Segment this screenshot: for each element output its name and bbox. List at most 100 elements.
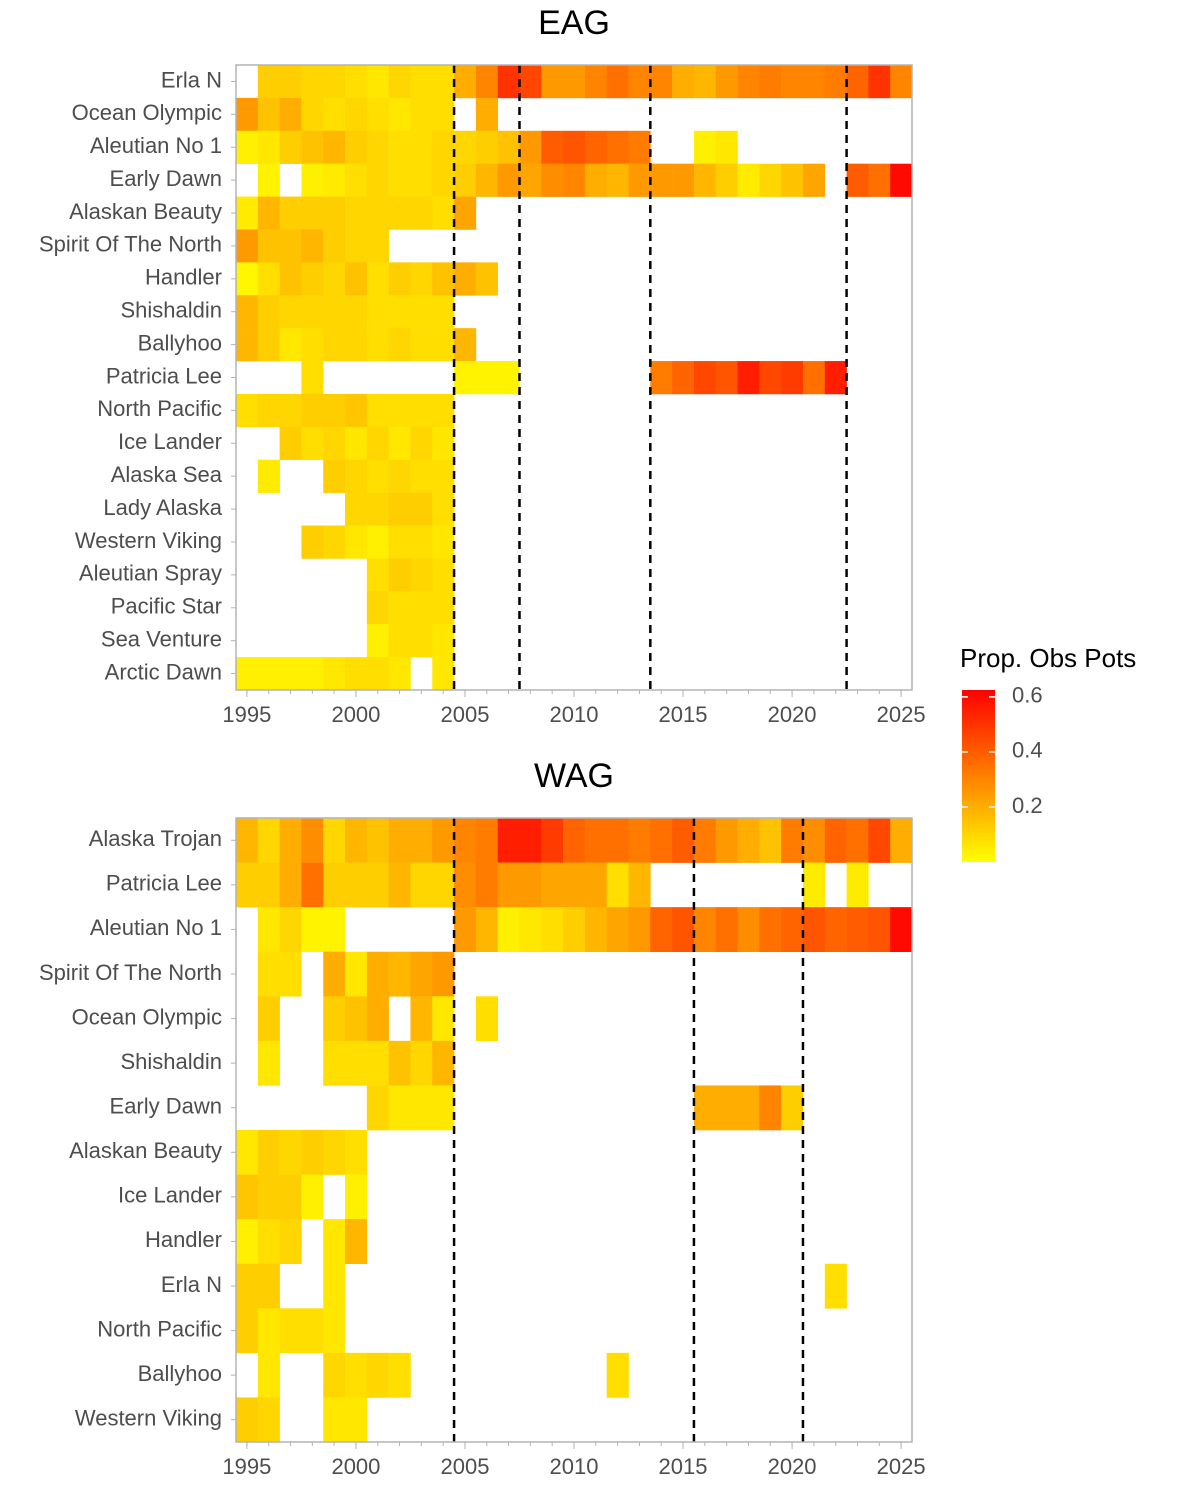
heat-cell [541, 818, 564, 863]
heat-cell [606, 818, 629, 863]
heat-cell [345, 163, 368, 197]
heat-cell [366, 130, 389, 164]
heat-cell [824, 65, 847, 99]
heat-cell [410, 130, 433, 164]
heat-cell [388, 130, 411, 164]
heat-cell [236, 1174, 259, 1220]
heat-cell [454, 163, 477, 197]
heat-cell [454, 130, 477, 164]
heat-cell [693, 907, 717, 953]
heat-cell [781, 361, 804, 395]
heat-cell [388, 196, 411, 230]
heat-cell [301, 657, 324, 691]
heat-cell [345, 97, 368, 132]
heat-cell [279, 97, 302, 132]
heat-cell [366, 229, 389, 263]
heat-cell [475, 97, 498, 132]
heat-cell [890, 907, 913, 953]
heat-cell [432, 65, 455, 99]
y-tick-label: Shishaldin [120, 1049, 222, 1074]
heat-cell [781, 65, 804, 99]
heat-cell [693, 361, 717, 395]
heat-cell [388, 262, 411, 296]
heat-cell [454, 862, 477, 908]
heat-cell [279, 196, 302, 230]
y-tick-label: North Pacific [97, 396, 222, 421]
heat-cell [388, 492, 411, 526]
heat-cell [715, 818, 738, 863]
heat-cell [432, 951, 455, 997]
heat-cell [410, 459, 433, 493]
heat-cell [410, 393, 433, 428]
y-tick-label: Alaskan Beauty [69, 199, 222, 224]
heat-cell [388, 818, 411, 863]
heat-cell [868, 65, 891, 99]
heat-cell [432, 1040, 455, 1086]
heat-cell [257, 196, 280, 230]
heat-cell [715, 65, 738, 99]
heat-cell [236, 1130, 259, 1175]
heat-cell [323, 229, 346, 263]
heat-cell [410, 818, 433, 863]
heat-cell [410, 65, 433, 99]
heat-cell [366, 163, 389, 197]
x-tick-label: 2015 [659, 1454, 708, 1479]
heat-cell [606, 65, 629, 99]
heat-cell [236, 262, 259, 296]
heat-cell [366, 558, 389, 592]
heat-cell [323, 1397, 346, 1443]
heat-cell [432, 996, 455, 1042]
heat-cell [366, 393, 389, 428]
heat-cell [737, 361, 760, 395]
heat-cell [672, 361, 695, 395]
heat-cell [432, 459, 455, 493]
heat-cell [301, 393, 324, 428]
heat-cell [366, 525, 389, 559]
y-tick-label: Ice Lander [118, 1183, 222, 1208]
heat-cell [781, 163, 804, 197]
heat-cell [236, 130, 259, 164]
heat-cell [497, 862, 520, 908]
heat-cell [584, 818, 608, 863]
heat-cell [432, 163, 455, 197]
heat-cell [432, 262, 455, 296]
heat-cell [257, 1352, 280, 1398]
panel-title: EAG [538, 4, 610, 42]
heat-cell [323, 996, 346, 1042]
heat-cell [432, 492, 455, 526]
heat-cell [475, 818, 498, 863]
heat-cell [519, 818, 542, 863]
heat-cell [715, 163, 738, 197]
heat-cell [563, 130, 586, 164]
heat-cell [388, 163, 411, 197]
heat-cell [257, 1219, 280, 1265]
heat-cell [824, 361, 847, 395]
y-tick-label: Spirit Of The North [39, 960, 222, 985]
heat-cell [388, 426, 411, 461]
heat-cell [257, 393, 280, 428]
heat-cell [454, 361, 477, 395]
y-tick-label: Patricia Lee [106, 363, 222, 388]
heat-cell [846, 907, 869, 953]
heat-cell [301, 426, 324, 461]
heat-cell [497, 907, 520, 953]
heat-cell [301, 525, 324, 559]
heat-cell [802, 361, 826, 395]
y-tick-label: Patricia Lee [106, 871, 222, 896]
heat-cell [279, 229, 302, 263]
heat-cell [323, 1130, 346, 1175]
heat-cell [432, 426, 455, 461]
heat-cell [432, 525, 455, 559]
heat-cell [301, 328, 324, 362]
heat-cell [759, 1085, 782, 1131]
heat-cell [257, 657, 280, 691]
heat-cell [715, 1085, 738, 1131]
heat-cell [759, 818, 782, 863]
heat-cell [257, 328, 280, 362]
heat-cell [345, 196, 368, 230]
heat-cell [410, 492, 433, 526]
y-tick-label: Aleutian No 1 [90, 915, 222, 940]
y-tick-label: Erla N [161, 1272, 222, 1297]
x-tick-label: 2025 [877, 1454, 926, 1479]
heat-cell [257, 65, 280, 99]
